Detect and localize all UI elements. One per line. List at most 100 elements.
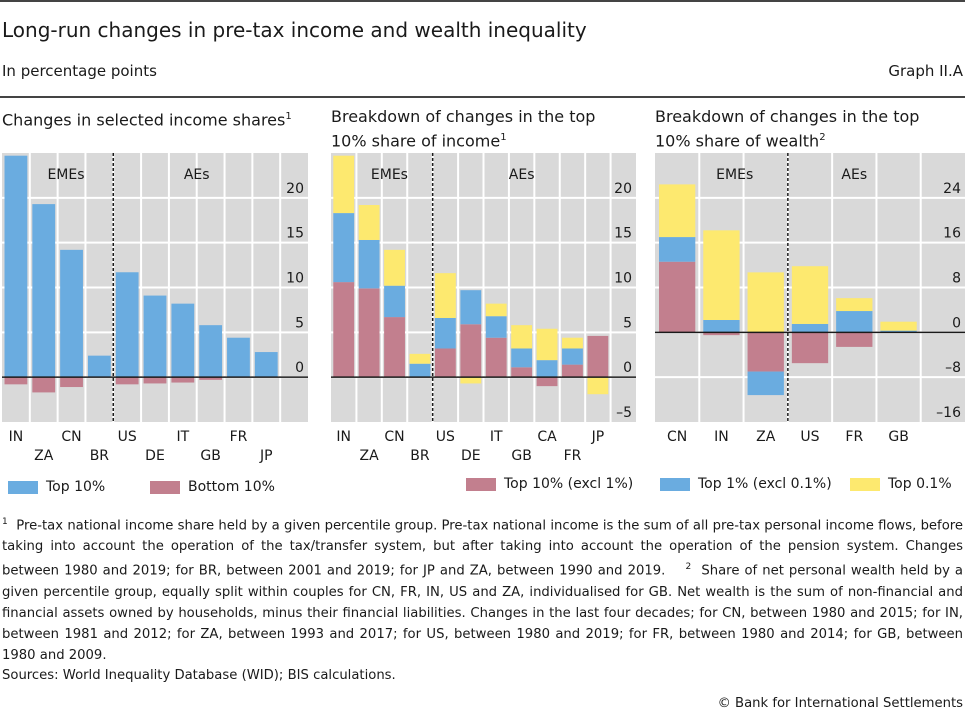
bar-in-top-10- (4, 155, 28, 378)
x-tick-label-gb: GB (200, 448, 220, 464)
y-tick-label: 15 (286, 226, 304, 242)
y-tick-label: 0 (295, 360, 304, 376)
top-rule (0, 0, 965, 2)
bar-it-bottom-10- (171, 377, 195, 383)
bar-ca-top-10-excl-1- (536, 377, 558, 387)
bar-za-top-10-excl-1- (747, 332, 784, 372)
y-tick-label: 5 (295, 315, 304, 331)
x-tick-label-fr: FR (564, 448, 582, 464)
copyright: © Bank for International Settlements (717, 696, 963, 711)
bar-it-top-1-excl-0-1- (485, 316, 507, 338)
bar-fr-top-0-1- (562, 337, 583, 349)
legend-top01: Top 0.1% (850, 476, 952, 492)
y-tick-label: 16 (943, 226, 961, 242)
bar-it-top-10- (171, 303, 195, 378)
bar-fr-top-10-excl-1- (562, 364, 583, 378)
x-tick-label-za: ZA (34, 448, 54, 464)
bar-gb-top-10- (199, 325, 223, 378)
bar-fr-top-0-1- (836, 298, 873, 312)
panel1-title: Changes in selected income shares1 (2, 110, 292, 130)
bar-us-top-10-excl-1- (434, 348, 456, 378)
group-label-emes: EMEs (716, 167, 753, 183)
bar-ca-top-1-excl-0-1- (536, 360, 558, 378)
bar-za-bottom-10- (32, 377, 56, 393)
group-label-aes: AEs (184, 167, 210, 183)
y-tick-label: 10 (614, 271, 632, 287)
x-tick-label-jp: JP (259, 448, 273, 464)
header-rule (0, 96, 965, 98)
bar-za-top-0-1- (358, 205, 380, 240)
bar-in-top-10-excl-1- (333, 282, 355, 378)
y-tick-label: 0 (623, 360, 632, 376)
bar-cn-top-10-excl-1- (384, 317, 405, 378)
x-tick-label-us: US (800, 429, 819, 445)
legend-top10-excl1: Top 10% (excl 1%) (466, 476, 633, 492)
y-tick-label: 20 (614, 181, 632, 197)
bar-de-bottom-10- (143, 377, 167, 384)
group-label-aes: AEs (841, 167, 867, 183)
x-tick-label-in: IN (336, 429, 351, 445)
bar-gb-top-0-1- (880, 321, 917, 331)
x-tick-label-cn: CN (667, 429, 687, 445)
bar-de-top-1-excl-0-1- (460, 290, 482, 325)
bar-fr-top-1-excl-0-1- (562, 348, 583, 365)
bar-us-top-10-excl-1- (791, 332, 829, 364)
x-tick-label-jp: JP (591, 429, 605, 445)
bar-gb-top-0-1- (511, 325, 533, 349)
bar-za-top-1-excl-0-1- (747, 371, 784, 396)
bar-gb-top-1-excl-0-1- (880, 330, 917, 333)
x-tick-label-cn: CN (384, 429, 404, 445)
panel1-legend-bottom10: Bottom 10% (150, 479, 275, 495)
x-tick-label-gb: GB (888, 429, 908, 445)
x-tick-label-de: DE (461, 448, 481, 464)
bar-in-top-1-excl-0-1- (703, 320, 740, 333)
legend-swatch-pink (150, 480, 180, 494)
y-tick-label: 15 (614, 226, 632, 242)
y-tick-label: 24 (943, 181, 961, 197)
x-tick-label-br: BR (410, 448, 430, 464)
bar-us-top-1-excl-0-1- (791, 323, 829, 333)
bar-za-top-1-excl-0-1- (358, 239, 380, 289)
legend-swatch-blue (8, 480, 38, 494)
bar-us-top-0-1- (791, 266, 829, 324)
bar-de-top-0-1- (460, 377, 482, 384)
bar-fr-top-10-excl-1- (836, 332, 873, 347)
bar-cn-top-0-1- (384, 249, 405, 286)
bar-gb-top-1-excl-0-1- (511, 348, 533, 368)
bar-cn-top-0-1- (658, 184, 696, 238)
x-tick-label-us: US (436, 429, 455, 445)
bar-us-bottom-10- (115, 377, 139, 385)
x-tick-label-gb: GB (511, 448, 531, 464)
group-label-aes: AEs (509, 167, 535, 183)
bar-in-top-0-1- (333, 155, 355, 214)
legend-top1-excl01: Top 1% (excl 0.1%) (660, 476, 832, 492)
bar-jp-top-10-excl-1- (587, 335, 609, 378)
bar-cn-top-1-excl-0-1- (384, 285, 405, 318)
y-tick-label: 10 (286, 271, 304, 287)
bar-in-top-0-1- (703, 230, 740, 321)
x-tick-label-de: DE (145, 448, 165, 464)
chart-subtitle: In percentage points (2, 62, 157, 80)
x-tick-label-ca: CA (537, 429, 557, 445)
group-label-emes: EMEs (371, 167, 408, 183)
x-tick-label-cn: CN (61, 429, 81, 445)
legend-swatch-pink (466, 477, 496, 491)
y-tick-label: 0 (952, 315, 961, 331)
graph-id: Graph II.A (888, 62, 963, 80)
bar-de-top-10-excl-1- (460, 324, 482, 378)
bar-jp-top-10- (254, 352, 278, 378)
bar-za-top-10- (32, 204, 56, 378)
y-tick-label: –5 (616, 405, 632, 421)
sources: Sources: World Inequality Database (WID)… (2, 668, 396, 683)
panel1-legend-top10: Top 10% (8, 479, 105, 495)
x-tick-label-fr: FR (230, 429, 248, 445)
x-tick-label-it: IT (490, 429, 503, 445)
bar-it-top-10-excl-1- (485, 337, 507, 378)
bar-cn-top-10- (60, 249, 83, 378)
bar-in-top-1-excl-0-1- (333, 213, 355, 283)
chart-title: Long-run changes in pre-tax income and w… (2, 18, 587, 42)
x-tick-label-us: US (118, 429, 137, 445)
x-tick-label-za: ZA (360, 448, 380, 464)
bar-br-top-10- (87, 355, 111, 378)
bar-gb-bottom-10- (199, 377, 223, 380)
